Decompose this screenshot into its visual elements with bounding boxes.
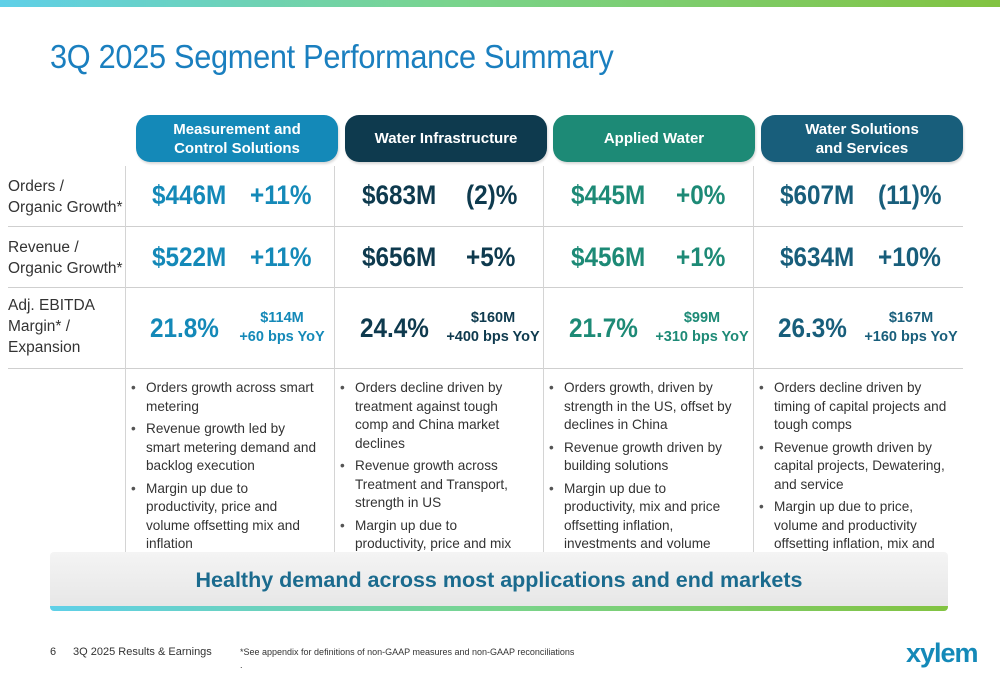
bps-change: +160 bps YoY — [864, 329, 958, 345]
ebitda-margin: 21.8% — [150, 313, 219, 343]
list-item: Orders growth across smart metering — [128, 379, 320, 416]
list-item: Revenue growth driven by building soluti… — [546, 439, 738, 476]
ebitda-amount: $99M — [683, 310, 721, 326]
ebitda-expansion: $114M +60 bps YoY — [236, 309, 328, 347]
list-item: Orders decline driven by timing of capit… — [756, 379, 956, 435]
orders-value: $445M — [571, 180, 646, 210]
list-item: Orders growth, driven by strength in the… — [546, 379, 738, 435]
orders-value: $607M — [780, 180, 855, 210]
orders-value: $446M — [152, 180, 227, 210]
xylem-logo: xylem — [906, 638, 979, 668]
bps-change: +400 bps YoY — [446, 329, 540, 345]
row-label-orders: Orders / Organic Growth* — [8, 178, 123, 216]
revenue-value: $456M — [571, 242, 646, 272]
bullet-list-aw: Orders growth, driven by strength in the… — [546, 379, 738, 558]
ebitda-amount: $160M — [470, 310, 516, 326]
bps-change: +310 bps YoY — [655, 329, 749, 345]
revenue-growth: +5% — [466, 242, 516, 272]
ebitda-margin: 26.3% — [778, 313, 847, 343]
ebitda-margin: 24.4% — [360, 313, 429, 343]
revenue-growth: +11% — [250, 242, 312, 272]
segment-header-mcs: Measurement and Control Solutions — [136, 115, 338, 162]
ebitda-margin: 21.7% — [569, 313, 638, 343]
row-label-revenue: Revenue / Organic Growth* — [8, 239, 123, 277]
row-label-ebitda: Adj. EBITDA Margin* / Expansion — [8, 297, 95, 356]
orders-growth: (11)% — [878, 180, 942, 210]
bps-change: +60 bps YoY — [239, 329, 325, 345]
footnote: *See appendix for definitions of non-GAA… — [240, 647, 575, 657]
top-gradient-bar — [0, 0, 1000, 7]
summary-banner: Healthy demand across most applications … — [50, 552, 948, 609]
footnote-dot: . — [240, 660, 243, 670]
row-divider — [8, 226, 963, 227]
bullet-list-mcs: Orders growth across smart metering Reve… — [128, 379, 320, 558]
orders-value: $683M — [362, 180, 437, 210]
list-item: Margin up due to productivity, mix and p… — [546, 480, 738, 554]
revenue-value: $522M — [152, 242, 227, 272]
revenue-value: $634M — [780, 242, 855, 272]
column-divider — [753, 166, 754, 552]
revenue-value: $656M — [362, 242, 437, 272]
ebitda-amount: $167M — [888, 310, 934, 326]
ebitda-expansion: $160M +400 bps YoY — [444, 309, 542, 347]
column-divider — [543, 166, 544, 552]
page-title: 3Q 2025 Segment Performance Summary — [50, 38, 614, 75]
page-number: 6 — [50, 646, 57, 658]
deck-title: 3Q 2025 Results & Earnings — [73, 646, 212, 658]
segment-header-aw: Applied Water — [553, 115, 755, 162]
revenue-growth: +10% — [878, 242, 941, 272]
ebitda-amount: $114M — [260, 310, 304, 326]
list-item: Orders decline driven by treatment again… — [337, 379, 529, 453]
ebitda-expansion: $167M +160 bps YoY — [862, 309, 960, 347]
row-divider — [8, 287, 963, 288]
orders-growth: +0% — [676, 180, 726, 210]
segment-header-wi: Water Infrastructure — [345, 115, 547, 162]
ebitda-expansion: $99M +310 bps YoY — [654, 309, 750, 347]
orders-growth: +11% — [250, 180, 312, 210]
column-divider — [125, 166, 126, 552]
column-divider — [334, 166, 335, 552]
row-divider — [8, 368, 963, 369]
revenue-growth: +1% — [676, 242, 726, 272]
list-item: Revenue growth across Treatment and Tran… — [337, 457, 529, 513]
segment-header-wss: Water Solutions and Services — [761, 115, 963, 162]
banner-gradient-line — [50, 606, 948, 611]
list-item: Revenue growth led by smart metering dem… — [128, 420, 320, 476]
list-item: Revenue growth driven by capital project… — [756, 439, 956, 495]
list-item: Margin up due to productivity, price and… — [128, 480, 320, 554]
orders-growth: (2)% — [466, 180, 518, 210]
bullet-list-wss: Orders decline driven by timing of capit… — [756, 379, 956, 576]
